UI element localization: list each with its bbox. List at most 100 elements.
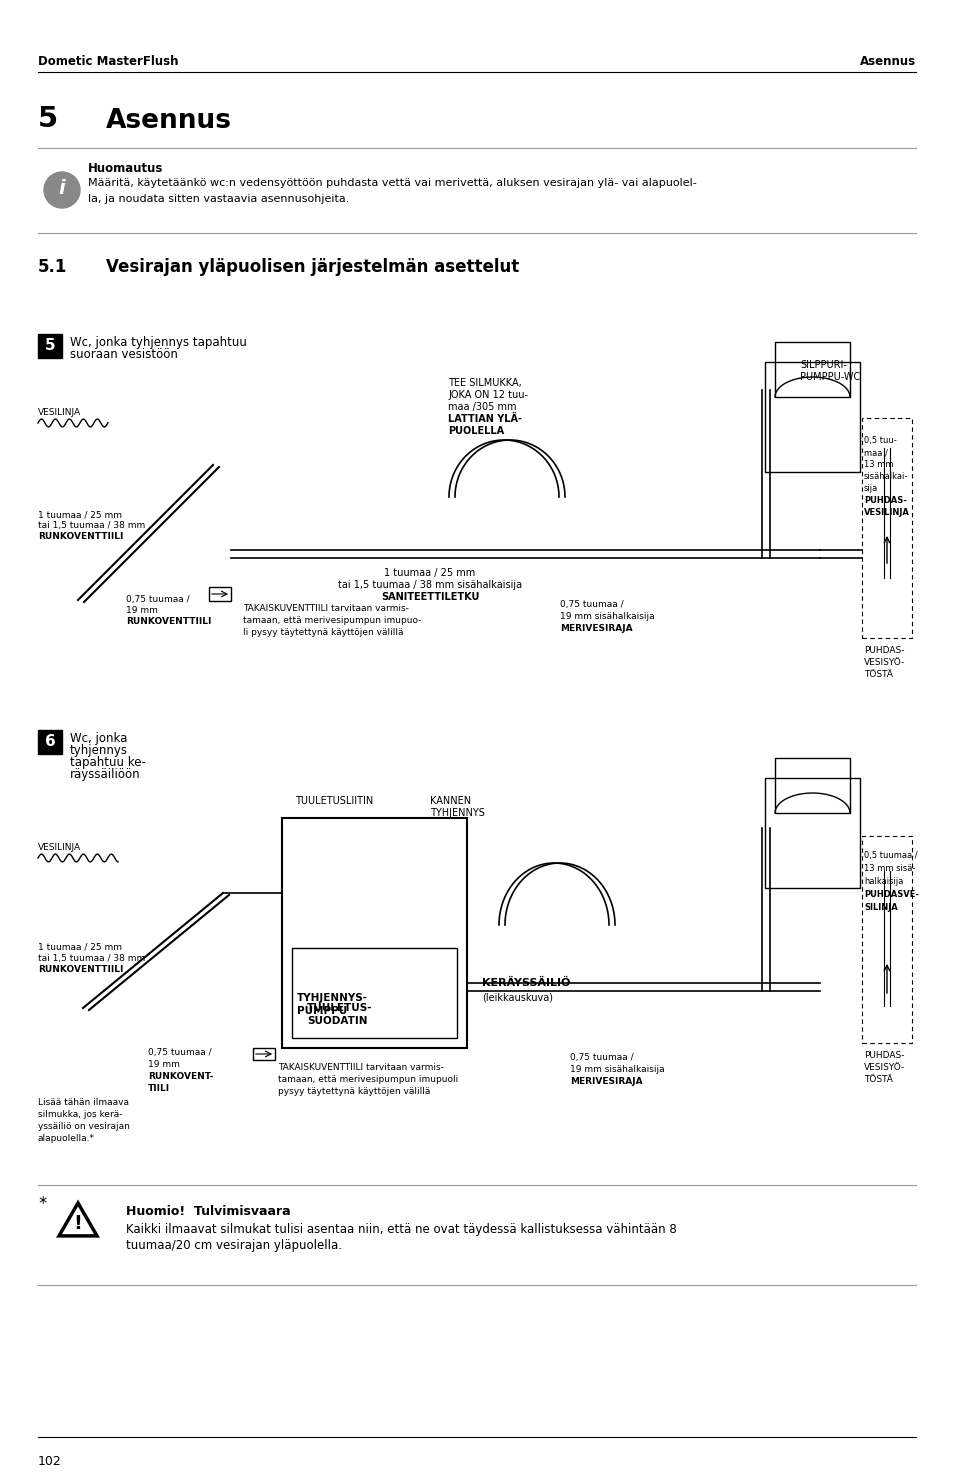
Text: PUHDASVE-: PUHDASVE- bbox=[863, 889, 918, 898]
Text: Asennus: Asennus bbox=[106, 108, 232, 134]
Text: RUNKOVENTTIILI: RUNKOVENTTIILI bbox=[38, 532, 123, 541]
Text: TYHJENNYS: TYHJENNYS bbox=[430, 808, 484, 819]
Text: TÖSTÄ: TÖSTÄ bbox=[863, 1075, 892, 1084]
Text: suoraan vesistöön: suoraan vesistöön bbox=[70, 348, 177, 361]
Text: 19 mm: 19 mm bbox=[148, 1061, 180, 1069]
Text: PUMPPU: PUMPPU bbox=[296, 1006, 347, 1016]
Text: räyssäiliöön: räyssäiliöön bbox=[70, 768, 140, 780]
Text: TIILI: TIILI bbox=[148, 1084, 170, 1093]
Text: 1 tuumaa / 25 mm: 1 tuumaa / 25 mm bbox=[38, 943, 122, 951]
Text: pysyy täytettynä käyttöjen välillä: pysyy täytettynä käyttöjen välillä bbox=[277, 1087, 430, 1096]
Bar bbox=[774, 342, 849, 397]
Text: tai 1,5 tuumaa / 38 mm: tai 1,5 tuumaa / 38 mm bbox=[38, 521, 145, 530]
Text: maa /305 mm: maa /305 mm bbox=[448, 403, 516, 412]
Bar bbox=[253, 1049, 274, 1061]
Circle shape bbox=[44, 173, 80, 208]
Bar bbox=[764, 777, 859, 888]
Text: PUOLELLA: PUOLELLA bbox=[448, 426, 503, 437]
Text: i: i bbox=[59, 180, 65, 199]
Text: Wc, jonka: Wc, jonka bbox=[70, 732, 128, 745]
Bar bbox=[862, 417, 911, 639]
Text: 1 tuumaa / 25 mm: 1 tuumaa / 25 mm bbox=[384, 568, 476, 578]
Text: 13 mm sisä-: 13 mm sisä- bbox=[863, 864, 915, 873]
Bar bbox=[862, 836, 911, 1043]
Text: li pysyy täytettynä käyttöjen välillä: li pysyy täytettynä käyttöjen välillä bbox=[243, 628, 403, 637]
Text: 1 tuumaa / 25 mm: 1 tuumaa / 25 mm bbox=[38, 510, 122, 519]
Text: tamaan, että merivesipumpun imupuoli: tamaan, että merivesipumpun imupuoli bbox=[277, 1075, 457, 1084]
Bar bbox=[764, 361, 859, 472]
Text: 19 mm sisähalkaisija: 19 mm sisähalkaisija bbox=[559, 612, 654, 621]
Text: TÖSTÄ: TÖSTÄ bbox=[863, 670, 892, 678]
Text: PUMPPU-WC: PUMPPU-WC bbox=[800, 372, 860, 382]
Text: LATTIAN YLÄ-: LATTIAN YLÄ- bbox=[448, 414, 521, 425]
Text: RUNKOVENTTIILI: RUNKOVENTTIILI bbox=[126, 617, 212, 625]
Text: MERIVESIRAJA: MERIVESIRAJA bbox=[559, 624, 632, 633]
Text: sija: sija bbox=[863, 484, 878, 493]
Text: VESISYÖ-: VESISYÖ- bbox=[863, 1063, 904, 1072]
Text: SUODATIN: SUODATIN bbox=[307, 1016, 367, 1027]
Text: 0,75 tuumaa /: 0,75 tuumaa / bbox=[559, 600, 623, 609]
Text: VESILINJA: VESILINJA bbox=[38, 844, 81, 853]
Text: Wc, jonka tyhjennys tapahtuu: Wc, jonka tyhjennys tapahtuu bbox=[70, 336, 247, 350]
Text: tai 1,5 tuumaa / 38 mm sisähalkaisija: tai 1,5 tuumaa / 38 mm sisähalkaisija bbox=[337, 580, 521, 590]
Bar bbox=[282, 819, 467, 1049]
Text: 102: 102 bbox=[38, 1454, 62, 1468]
Text: (leikkauskuva): (leikkauskuva) bbox=[481, 993, 553, 1003]
Text: SILPPURI-: SILPPURI- bbox=[800, 360, 846, 370]
Text: Dometic MasterFlush: Dometic MasterFlush bbox=[38, 55, 178, 68]
Text: tapahtuu ke-: tapahtuu ke- bbox=[70, 757, 146, 768]
Text: 0,75 tuumaa /: 0,75 tuumaa / bbox=[148, 1049, 212, 1058]
Text: VESILINJA: VESILINJA bbox=[863, 507, 909, 518]
Text: tyhjennys: tyhjennys bbox=[70, 743, 128, 757]
Text: TUULETUSLIITIN: TUULETUSLIITIN bbox=[294, 796, 373, 805]
Text: 19 mm sisähalkaisija: 19 mm sisähalkaisija bbox=[569, 1065, 664, 1074]
Text: Asennus: Asennus bbox=[859, 55, 915, 68]
Text: RUNKOVENTTIILI: RUNKOVENTTIILI bbox=[38, 965, 123, 974]
Text: silmukka, jos kerä-: silmukka, jos kerä- bbox=[38, 1111, 122, 1120]
Text: Huomio!  Tulvimisvaara: Huomio! Tulvimisvaara bbox=[126, 1205, 291, 1218]
Text: Vesirajan yläpuolisen järjestelmän asettelut: Vesirajan yläpuolisen järjestelmän asett… bbox=[106, 258, 518, 276]
Text: alapuolella.*: alapuolella.* bbox=[38, 1134, 95, 1143]
Text: VESISYÖ-: VESISYÖ- bbox=[863, 658, 904, 667]
Text: TAKAISKUVENTTIILI tarvitaan varmis-: TAKAISKUVENTTIILI tarvitaan varmis- bbox=[243, 603, 409, 614]
Text: PUHDAS-: PUHDAS- bbox=[863, 496, 906, 504]
Text: VESILINJA: VESILINJA bbox=[38, 409, 81, 417]
Text: 0,75 tuumaa /: 0,75 tuumaa / bbox=[569, 1053, 633, 1062]
Text: JOKA ON 12 tuu-: JOKA ON 12 tuu- bbox=[448, 389, 527, 400]
Bar bbox=[774, 758, 849, 813]
Text: TAKAISKUVENTTIILI tarvitaan varmis-: TAKAISKUVENTTIILI tarvitaan varmis- bbox=[277, 1063, 443, 1072]
Text: 6: 6 bbox=[45, 735, 55, 749]
Text: Kaikki ilmaavat silmukat tulisi asentaa niin, että ne ovat täydessä kallistukses: Kaikki ilmaavat silmukat tulisi asentaa … bbox=[126, 1223, 676, 1236]
Text: Määritä, käytetäänkö wc:n vedensyöttöön puhdasta vettä vai merivettä, aluksen ve: Määritä, käytetäänkö wc:n vedensyöttöön … bbox=[88, 178, 696, 187]
Bar bbox=[38, 333, 62, 358]
Text: KANNEN: KANNEN bbox=[430, 796, 471, 805]
Bar bbox=[209, 587, 231, 600]
Text: tamaan, että merivesipumpun imupuo-: tamaan, että merivesipumpun imupuo- bbox=[243, 617, 421, 625]
Text: RUNKOVENT-: RUNKOVENT- bbox=[148, 1072, 213, 1081]
Bar bbox=[292, 948, 456, 1038]
Text: yssäiliö on vesirajan: yssäiliö on vesirajan bbox=[38, 1122, 130, 1131]
Text: SANITEETTILETKU: SANITEETTILETKU bbox=[380, 591, 478, 602]
Text: TUULETUS-: TUULETUS- bbox=[307, 1003, 372, 1013]
Text: 0,5 tuu-: 0,5 tuu- bbox=[863, 437, 896, 445]
Text: MERIVESIRAJA: MERIVESIRAJA bbox=[569, 1077, 642, 1086]
Text: 5.1: 5.1 bbox=[38, 258, 68, 276]
Text: 0,75 tuumaa /: 0,75 tuumaa / bbox=[126, 594, 190, 603]
Text: tai 1,5 tuumaa / 38 mm: tai 1,5 tuumaa / 38 mm bbox=[38, 954, 145, 963]
Text: maa /: maa / bbox=[863, 448, 887, 457]
Text: 5: 5 bbox=[45, 338, 55, 354]
Text: KERÄYSSÄILIÖ: KERÄYSSÄILIÖ bbox=[481, 978, 570, 988]
Text: Lisää tähän ilmaava: Lisää tähän ilmaava bbox=[38, 1097, 129, 1108]
Polygon shape bbox=[59, 1204, 97, 1236]
Text: tuumaa/20 cm vesirajan yläpuolella.: tuumaa/20 cm vesirajan yläpuolella. bbox=[126, 1239, 341, 1252]
Text: 0,5 tuumaa /: 0,5 tuumaa / bbox=[863, 851, 917, 860]
Text: PUHDAS-: PUHDAS- bbox=[863, 1052, 903, 1061]
Text: !: ! bbox=[73, 1214, 82, 1233]
Text: *: * bbox=[38, 1195, 47, 1212]
Bar bbox=[38, 730, 62, 754]
Text: 19 mm: 19 mm bbox=[126, 606, 157, 615]
Text: Huomautus: Huomautus bbox=[88, 162, 163, 176]
Text: SILINJA: SILINJA bbox=[863, 903, 897, 912]
Text: TEE SILMUKKA,: TEE SILMUKKA, bbox=[448, 378, 521, 388]
Text: 13 mm: 13 mm bbox=[863, 460, 893, 469]
